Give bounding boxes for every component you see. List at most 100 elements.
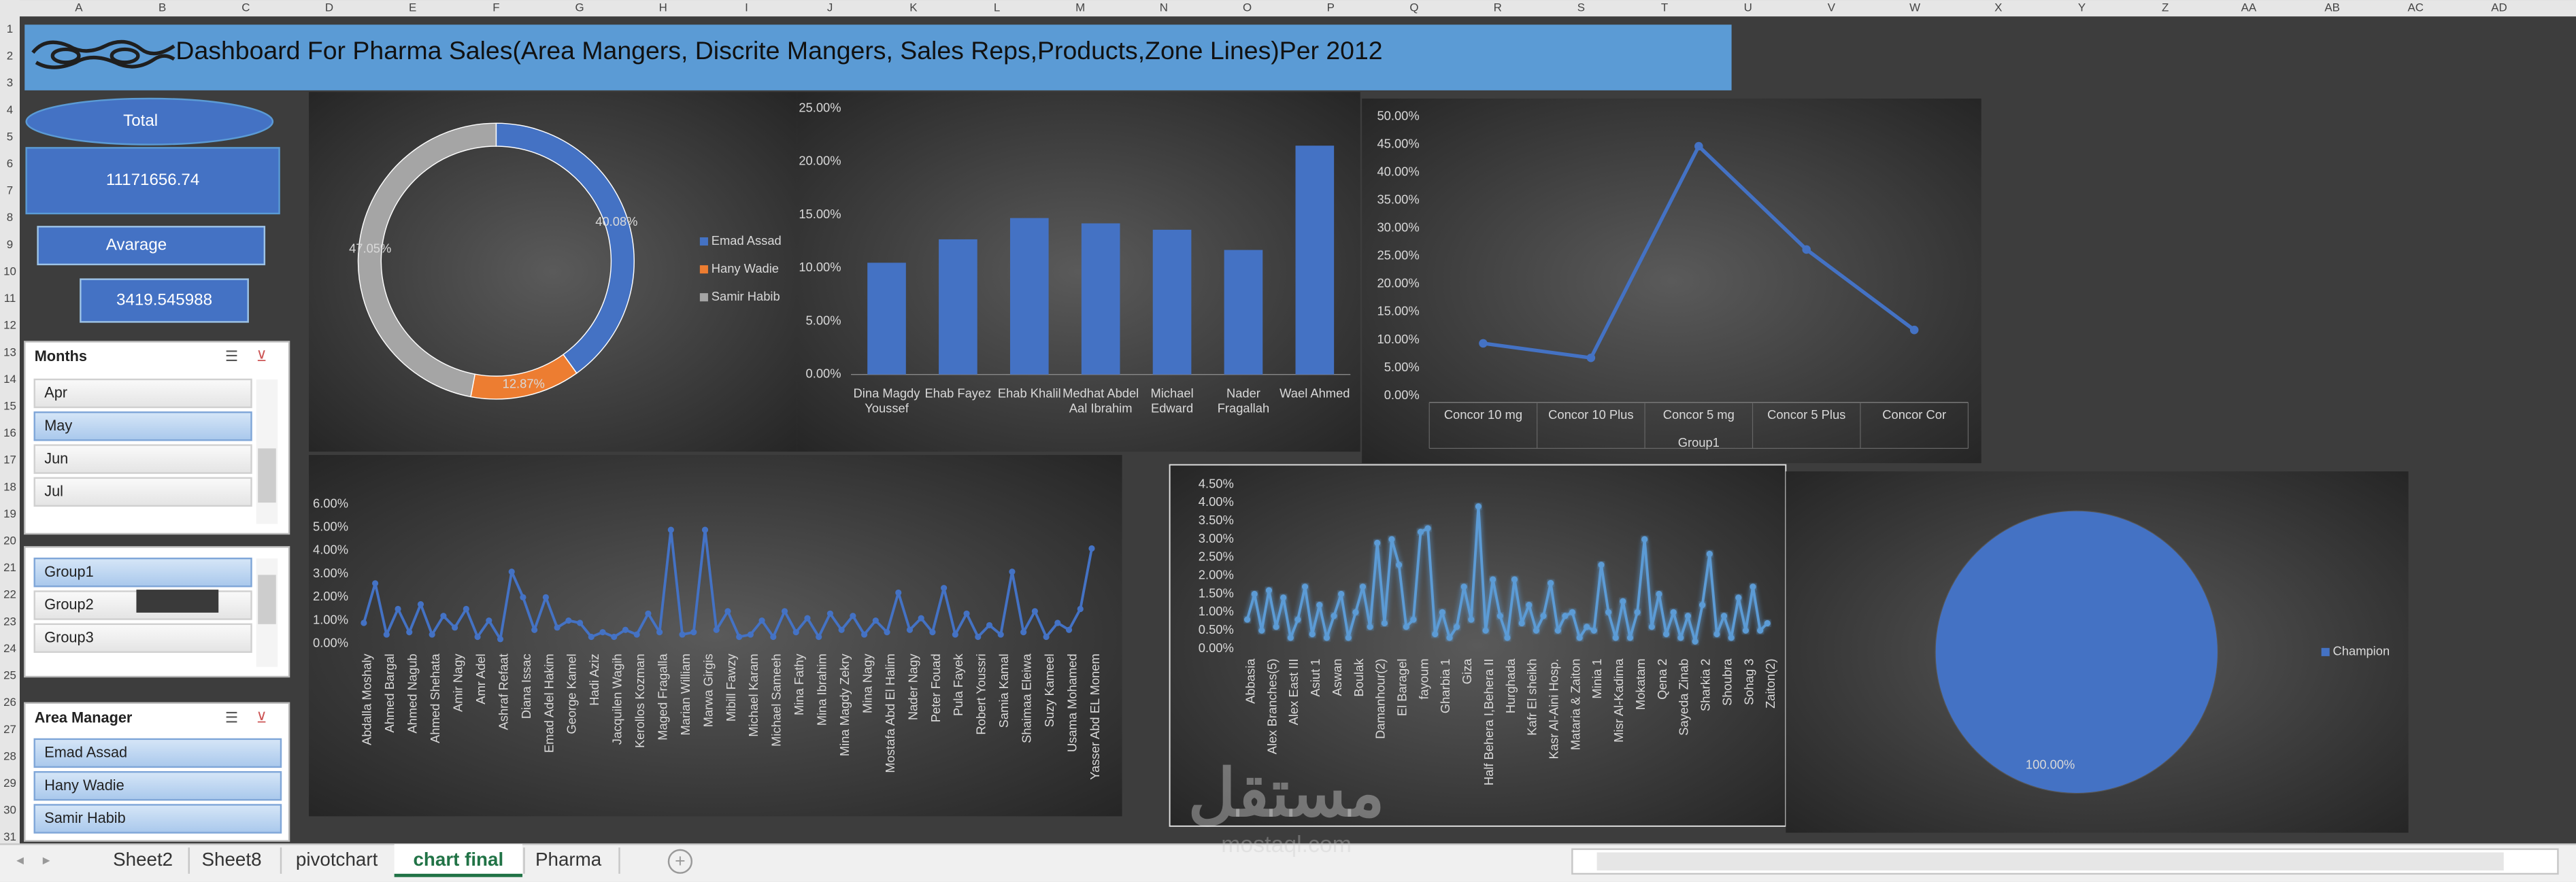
column-header: P — [1327, 1, 1335, 14]
line-marker — [690, 629, 697, 636]
y-tick-label: 35.00% — [1377, 192, 1419, 207]
y-tick-label: 4.00% — [313, 543, 348, 557]
line-marker — [1301, 583, 1309, 590]
watermark-latin: mostaql.com — [1221, 832, 1352, 858]
line-marker — [1043, 633, 1050, 641]
row-number: 15 — [3, 399, 16, 412]
slicer-item[interactable] — [33, 444, 252, 474]
line-marker — [1331, 613, 1337, 620]
line-marker — [1802, 245, 1811, 254]
slicer-scroll-thumb[interactable] — [258, 575, 276, 624]
x-tick-label: Nader Fragallah — [1218, 386, 1269, 415]
x-tick-label: Ahmed Nagub — [405, 654, 420, 733]
tab-scroll-right[interactable]: ▸ — [43, 851, 50, 868]
y-tick-label: 5.00% — [1384, 360, 1420, 374]
line-marker — [633, 631, 640, 638]
line-marker — [1345, 634, 1352, 641]
slicer-title: Months — [35, 347, 87, 364]
new-sheet-button[interactable] — [667, 849, 692, 874]
column-header: O — [1243, 1, 1252, 14]
x-tick-label: Qena 2 — [1655, 659, 1669, 700]
line-marker — [1692, 638, 1699, 645]
line-marker — [1496, 613, 1503, 620]
title-banner — [24, 24, 1732, 90]
line-marker — [1410, 616, 1417, 623]
line-marker — [622, 626, 629, 633]
column-header: F — [492, 1, 499, 14]
multi-select-icon[interactable]: ☰ — [225, 347, 238, 364]
line-marker — [1287, 634, 1294, 641]
slicer-scroll-thumb[interactable] — [258, 448, 276, 503]
line-marker — [679, 631, 686, 638]
line-marker — [1656, 590, 1662, 598]
x-tick-label: Misr Al-Kadima — [1611, 658, 1626, 743]
line-marker — [576, 620, 584, 626]
line-marker — [1388, 536, 1395, 543]
row-number: 9 — [7, 238, 13, 251]
y-tick-label: 25.00% — [799, 100, 841, 114]
slicer-item[interactable] — [33, 477, 252, 507]
bar — [1081, 223, 1120, 375]
multi-select-icon[interactable]: ☰ — [225, 709, 238, 726]
x-tick-label: Damanhour(2) — [1373, 659, 1388, 739]
line-marker — [1694, 141, 1703, 151]
column-header: V — [1828, 1, 1836, 14]
column-header: E — [409, 1, 416, 14]
column-header: U — [1744, 1, 1752, 14]
slicer-item[interactable] — [33, 378, 252, 409]
row-number: 18 — [3, 480, 16, 493]
chart-area[interactable] — [309, 455, 1122, 817]
line-marker — [1662, 630, 1670, 638]
line-marker — [1453, 624, 1460, 630]
y-tick-label: 2.00% — [1199, 568, 1234, 582]
tab-scroll-left[interactable]: ◂ — [16, 851, 24, 868]
x-tick-label: Jacquilen Wagih — [610, 654, 624, 745]
row-number: 7 — [7, 184, 13, 197]
watermark-arabic: مستقل — [1188, 757, 1385, 830]
slicer-item[interactable] — [33, 804, 282, 834]
line-marker — [1706, 550, 1713, 558]
sheet-tab: pivotchart — [296, 849, 378, 870]
line-marker — [1684, 613, 1692, 620]
row-number: 12 — [3, 319, 16, 332]
x-tick-label: Asiut 1 — [1308, 659, 1322, 697]
slicer-item[interactable] — [33, 770, 282, 801]
x-tick-label: Marwa Girgis — [701, 654, 715, 727]
x-tick-label: Dina Magdy Youssef — [854, 386, 921, 415]
scrollbar-thumb[interactable] — [1596, 852, 2504, 871]
line-marker — [1586, 353, 1596, 362]
y-tick-label: 0.00% — [806, 367, 841, 381]
bar — [1152, 229, 1192, 375]
y-tick-label: 30.00% — [1377, 220, 1419, 235]
average-value: 3419.545988 — [116, 290, 212, 309]
slicer-item-label: Group3 — [44, 629, 93, 646]
y-tick-label: 15.00% — [799, 207, 841, 221]
x-tick-label: Shoubra — [1720, 658, 1734, 706]
slicer-item[interactable] — [33, 411, 252, 441]
line-marker — [1699, 602, 1706, 609]
line-marker — [1518, 620, 1525, 627]
x-tick-label: Maged Fragalla — [655, 653, 669, 740]
x-tick-label: Hadi Aziz — [587, 654, 601, 705]
clear-filter-icon[interactable]: ⊻ — [256, 709, 267, 726]
line-marker — [645, 610, 652, 617]
row-number: 14 — [3, 373, 16, 386]
slicer-item[interactable] — [33, 557, 252, 588]
slicer-item[interactable] — [33, 738, 282, 768]
x-tick-label: Sharkia 2 — [1699, 659, 1713, 711]
line-marker — [497, 636, 504, 643]
line-marker — [1323, 634, 1331, 641]
slicer-item[interactable] — [33, 623, 252, 654]
y-tick-label: 5.00% — [806, 313, 841, 327]
legend-swatch — [699, 293, 708, 302]
line-marker — [1598, 561, 1605, 569]
slicer-item-label: Hany Wadie — [44, 777, 124, 794]
line-marker — [860, 631, 868, 638]
x-tick-label: Mataria & Zaiton — [1568, 659, 1582, 751]
row-number: 17 — [3, 454, 16, 467]
average-value-card — [80, 278, 249, 323]
column-header: X — [1994, 1, 2002, 14]
clear-filter-icon[interactable]: ⊻ — [256, 347, 267, 364]
line-marker — [667, 526, 674, 533]
x-tick-label: Michael Edward — [1150, 386, 1193, 415]
